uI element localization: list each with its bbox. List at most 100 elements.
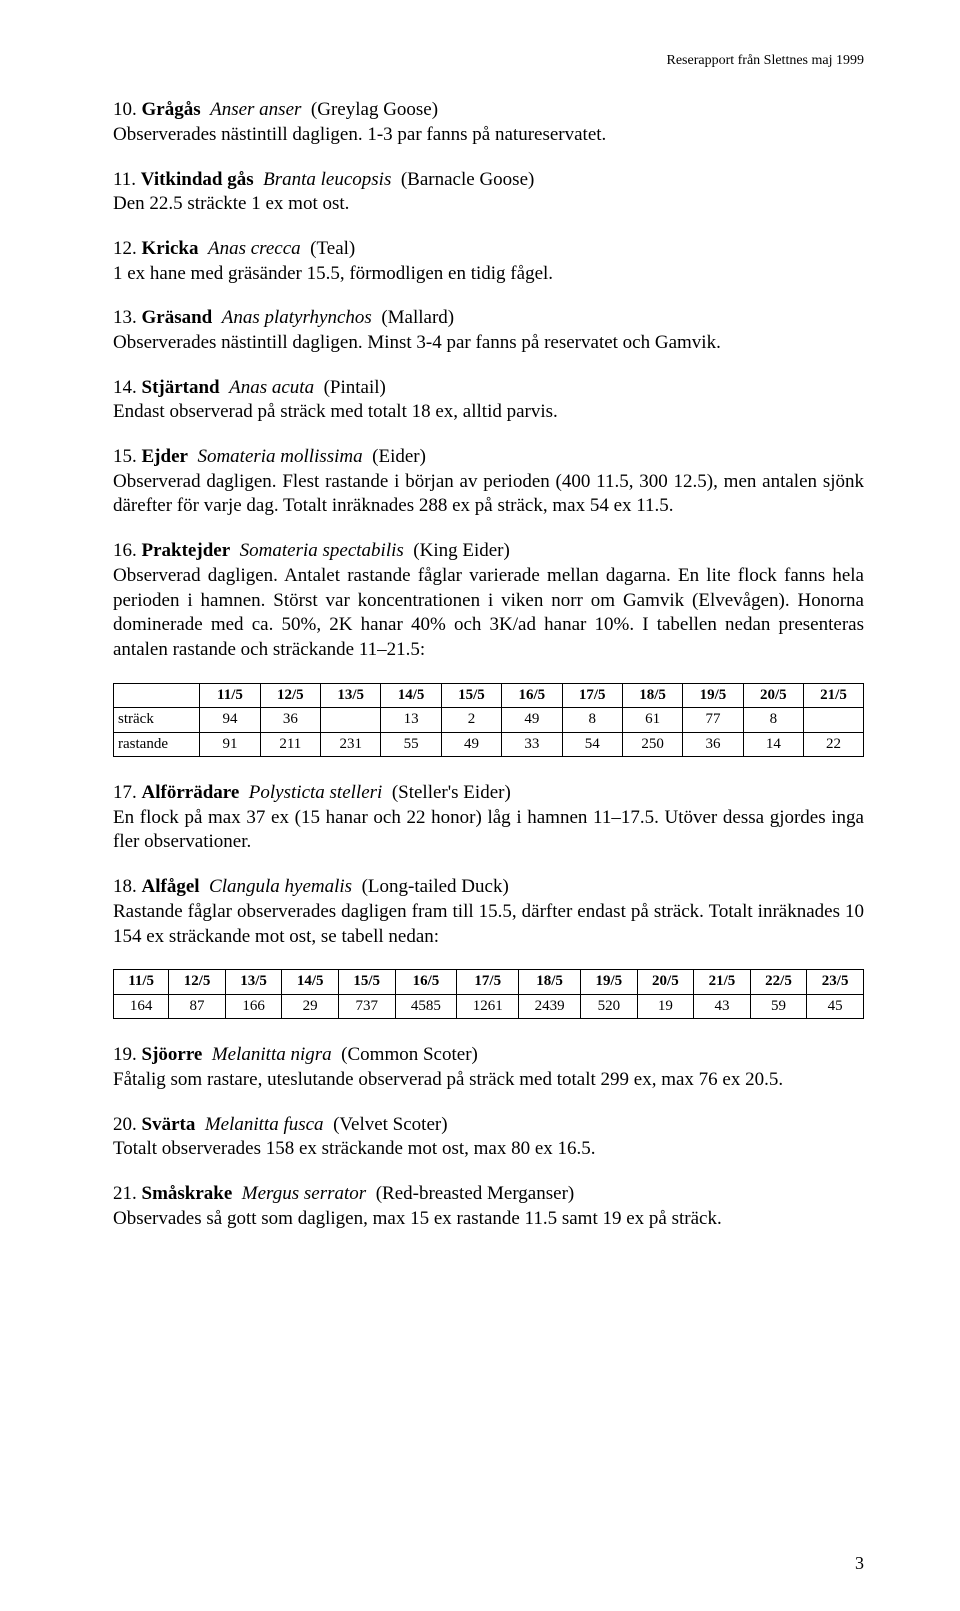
entry-eng: (Red-breasted Merganser): [376, 1183, 575, 1204]
entry-name: Alfågel: [142, 876, 200, 897]
entry-num: 20: [113, 1114, 132, 1135]
table-header-cell: 20/5: [743, 683, 803, 708]
table-cell: sträck: [114, 708, 200, 733]
entry-name: Kricka: [142, 238, 199, 259]
entry-num: 15: [113, 446, 132, 467]
entry-latin: Mergus serrator: [242, 1183, 366, 1204]
table-cell: 33: [502, 732, 562, 757]
table-cell: 164: [114, 994, 169, 1019]
table-header-cell: 13/5: [225, 970, 282, 995]
entry-13: 13. Gräsand Anas platyrhynchos (Mallard)…: [113, 306, 864, 355]
entry-title: 20. Svärta Melanitta fusca (Velvet Scote…: [113, 1113, 864, 1138]
entry-eng: (Mallard): [381, 307, 454, 328]
table-header-cell: 21/5: [804, 683, 864, 708]
table-row: 164871662973745851261243952019435945: [114, 994, 864, 1019]
table-header-cell: 15/5: [338, 970, 395, 995]
entry-body: Rastande fåglar observerades dagligen fr…: [113, 900, 864, 949]
table-cell: rastande: [114, 732, 200, 757]
entry-name: Praktejder: [142, 540, 231, 561]
entry-name: Grågås: [142, 99, 201, 120]
entry-name: Ejder: [142, 446, 188, 467]
page: Reserapport från Slettnes maj 1999 10. G…: [0, 0, 960, 1611]
table-header-cell: 18/5: [519, 970, 581, 995]
table-header-cell: 19/5: [683, 683, 743, 708]
table-cell: [321, 708, 381, 733]
table-cell: 29: [282, 994, 339, 1019]
table-cell: 211: [260, 732, 320, 757]
table-row: rastande9121123155493354250361422: [114, 732, 864, 757]
entry-latin: Anas crecca: [208, 238, 301, 259]
table-header-cell: 11/5: [200, 683, 260, 708]
table-cell: 77: [683, 708, 743, 733]
table-header-cell: 16/5: [395, 970, 457, 995]
entry-eng: (Teal): [310, 238, 355, 259]
entry-name: Sjöorre: [142, 1044, 203, 1065]
entry-body: Observerades nästintill dagligen. Minst …: [113, 331, 864, 356]
entry-17: 17. Alförrädare Polysticta stelleri (Ste…: [113, 781, 864, 855]
entry-body: Observerades nästintill dagligen. 1-3 pa…: [113, 123, 864, 148]
entry-12: 12. Kricka Anas crecca (Teal) 1 ex hane …: [113, 237, 864, 286]
entry-latin: Branta leucopsis: [263, 169, 391, 190]
table-cell: 36: [260, 708, 320, 733]
entry-eng: (Greylag Goose): [311, 99, 438, 120]
entry-eng: (Eider): [372, 446, 426, 467]
header-report-title: Reserapport från Slettnes maj 1999: [113, 52, 864, 70]
entry-title: 12. Kricka Anas crecca (Teal): [113, 237, 864, 262]
table-alfagel: 11/512/513/514/515/516/517/518/519/520/5…: [113, 969, 864, 1019]
table-header-cell: 14/5: [282, 970, 339, 995]
page-number: 3: [855, 1552, 864, 1575]
table-header-cell: 16/5: [502, 683, 562, 708]
entry-title: 11. Vitkindad gås Branta leucopsis (Barn…: [113, 168, 864, 193]
entry-latin: Somateria spectabilis: [240, 540, 404, 561]
table-cell: 14: [743, 732, 803, 757]
table-header-cell: 12/5: [260, 683, 320, 708]
table-header-cell: 13/5: [321, 683, 381, 708]
entry-eng: (Steller's Eider): [392, 782, 511, 803]
table-cell: 91: [200, 732, 260, 757]
entry-eng: (Barnacle Goose): [401, 169, 534, 190]
entry-body: 1 ex hane med gräsänder 15.5, förmodlige…: [113, 262, 864, 287]
entry-body: Observerad dagligen. Antalet rastande få…: [113, 564, 864, 663]
entry-eng: (Common Scoter): [341, 1044, 478, 1065]
entry-name: Vitkindad gås: [141, 169, 254, 190]
entry-num: 18: [113, 876, 132, 897]
table-cell: 2: [441, 708, 501, 733]
entry-title: 21. Småskrake Mergus serrator (Red-breas…: [113, 1182, 864, 1207]
entry-num: 12: [113, 238, 132, 259]
table-header-cell: 22/5: [750, 970, 807, 995]
entry-num: 17: [113, 782, 132, 803]
entry-num: 19: [113, 1044, 132, 1065]
table-cell: 55: [381, 732, 441, 757]
entry-10: 10. Grågås Anser anser (Greylag Goose) O…: [113, 98, 864, 147]
entry-num: 16: [113, 540, 132, 561]
table-cell: 43: [694, 994, 751, 1019]
entry-latin: Anser anser: [210, 99, 301, 120]
table-header-cell: [114, 683, 200, 708]
table-cell: 49: [502, 708, 562, 733]
entry-body: Fåtalig som rastare, uteslutande observe…: [113, 1068, 864, 1093]
table-cell: 4585: [395, 994, 457, 1019]
table-cell: 94: [200, 708, 260, 733]
entry-eng: (Pintail): [324, 377, 386, 398]
table-cell: 1261: [457, 994, 519, 1019]
table-cell: 54: [562, 732, 622, 757]
entry-eng: (Velvet Scoter): [333, 1114, 447, 1135]
table-header-cell: 15/5: [441, 683, 501, 708]
entry-eng: (Long-tailed Duck): [362, 876, 509, 897]
entry-num: 11: [113, 169, 131, 190]
table-cell: 8: [562, 708, 622, 733]
entry-title: 17. Alförrädare Polysticta stelleri (Ste…: [113, 781, 864, 806]
entry-title: 13. Gräsand Anas platyrhynchos (Mallard): [113, 306, 864, 331]
table-cell: 231: [321, 732, 381, 757]
table-cell: 8: [743, 708, 803, 733]
entry-title: 18. Alfågel Clangula hyemalis (Long-tail…: [113, 875, 864, 900]
entry-latin: Somateria mollissima: [197, 446, 362, 467]
entry-body: Observades så gott som dagligen, max 15 …: [113, 1207, 864, 1232]
entry-latin: Anas platyrhynchos: [222, 307, 372, 328]
entry-latin: Polysticta stelleri: [249, 782, 383, 803]
entry-num: 13: [113, 307, 132, 328]
table-header-cell: 12/5: [169, 970, 226, 995]
table-header-cell: 11/5: [114, 970, 169, 995]
entry-title: 16. Praktejder Somateria spectabilis (Ki…: [113, 539, 864, 564]
table-praktejder: 11/512/513/514/515/516/517/518/519/520/5…: [113, 683, 864, 758]
